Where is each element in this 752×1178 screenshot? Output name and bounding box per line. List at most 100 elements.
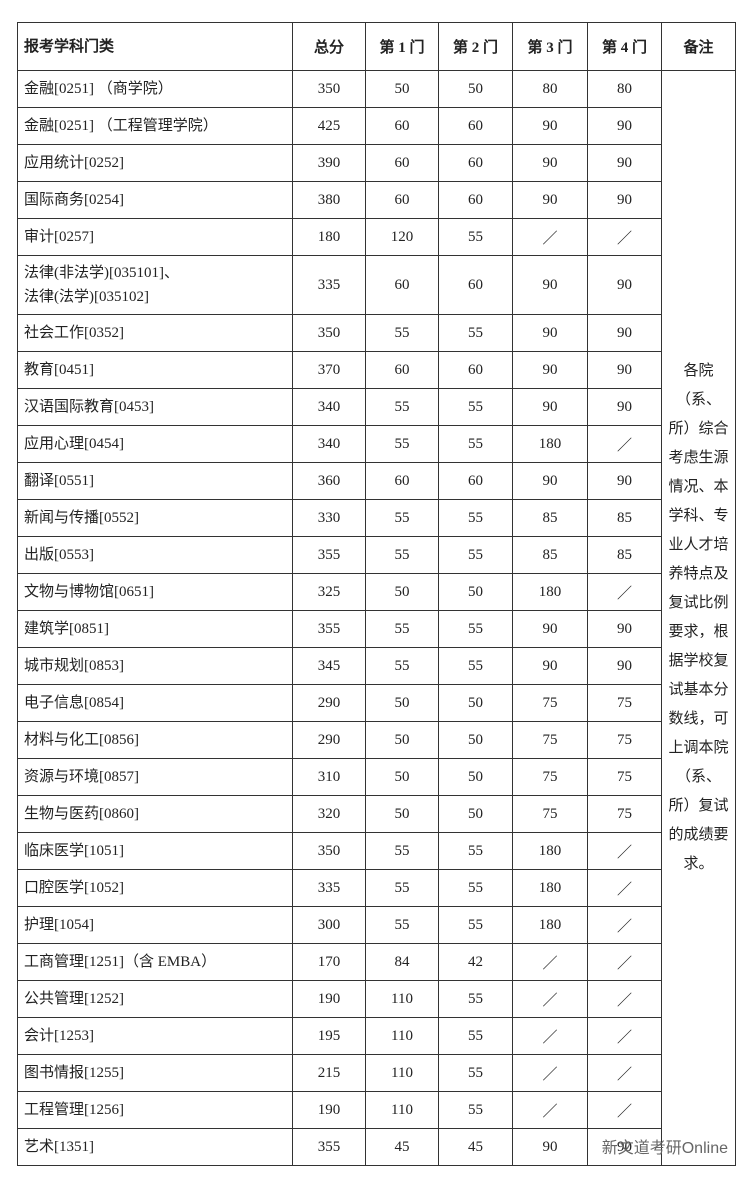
score-table: 报考学科门类 总分第 1 门第 2 门第 3 门第 4 门备注 金融[0251] … bbox=[17, 22, 736, 1166]
score-cell: 110 bbox=[365, 1017, 439, 1055]
score-cell: 45 bbox=[438, 1128, 513, 1166]
table-row: 口腔医学[1052] 335 55 55 180 ／ bbox=[17, 869, 736, 907]
table-row: 出版[0553] 355 55 55 85 85 bbox=[17, 536, 736, 574]
score-cell: 55 bbox=[365, 832, 439, 870]
subject-cell: 护理[1054] bbox=[17, 906, 293, 944]
score-cell: 50 bbox=[365, 70, 439, 108]
score-cell: 330 bbox=[292, 499, 366, 537]
subject-cell: 口腔医学[1052] bbox=[17, 869, 293, 907]
score-cell: ／ bbox=[512, 943, 588, 981]
table-row: 金融[0251] （工程管理学院） 425 60 60 90 90 bbox=[17, 107, 736, 145]
score-cell: 390 bbox=[292, 144, 366, 182]
table-row: 新闻与传播[0552] 330 55 55 85 85 bbox=[17, 499, 736, 537]
header-cell: 总分 bbox=[292, 22, 366, 71]
score-cell: ／ bbox=[587, 869, 662, 907]
score-cell: 55 bbox=[365, 536, 439, 574]
score-cell: 350 bbox=[292, 314, 366, 352]
score-cell: 90 bbox=[512, 144, 588, 182]
score-cell: 90 bbox=[587, 255, 662, 315]
table-row: 会计[1253] 195 110 55 ／／ bbox=[17, 1017, 736, 1055]
score-cell: 45 bbox=[365, 1128, 439, 1166]
score-cell: 50 bbox=[438, 721, 513, 759]
table-row: 应用心理[0454] 340 55 55 180 ／ bbox=[17, 425, 736, 463]
score-cell: 50 bbox=[365, 573, 439, 611]
score-cell: 310 bbox=[292, 758, 366, 796]
score-cell: 180 bbox=[512, 573, 588, 611]
score-cell: 75 bbox=[587, 758, 662, 796]
score-cell: 55 bbox=[365, 314, 439, 352]
score-cell: 180 bbox=[292, 218, 366, 256]
score-cell: 90 bbox=[587, 388, 662, 426]
score-cell: 75 bbox=[512, 758, 588, 796]
score-cell: 55 bbox=[438, 1017, 513, 1055]
score-cell: 290 bbox=[292, 721, 366, 759]
score-cell: 55 bbox=[365, 499, 439, 537]
score-cell: 60 bbox=[438, 181, 513, 219]
score-cell: 55 bbox=[438, 980, 513, 1018]
score-cell: 60 bbox=[438, 107, 513, 145]
score-cell: 110 bbox=[365, 1054, 439, 1092]
score-cell: 75 bbox=[512, 684, 588, 722]
score-cell: 50 bbox=[365, 795, 439, 833]
score-cell: 110 bbox=[365, 980, 439, 1018]
score-cell: ／ bbox=[587, 832, 662, 870]
table-row: 护理[1054] 300 55 55 180 ／ bbox=[17, 906, 736, 944]
score-cell: ／ bbox=[512, 1054, 588, 1092]
subject-cell: 文物与博物馆[0651] bbox=[17, 573, 293, 611]
score-cell: 60 bbox=[365, 255, 439, 315]
score-cell: 180 bbox=[512, 832, 588, 870]
table-body: 金融[0251] （商学院） 350 50 50 80 80 各院（系、所）综合考虑生源情况… bbox=[17, 70, 736, 1166]
score-cell: 90 bbox=[587, 647, 662, 685]
table-row: 工程管理[1256] 190 110 55 ／／ bbox=[17, 1091, 736, 1129]
score-cell: 325 bbox=[292, 573, 366, 611]
score-cell: 340 bbox=[292, 425, 366, 463]
table-row: 金融[0251] （商学院） 350 50 50 80 80 各院（系、所）综合考虑生源情况… bbox=[17, 70, 736, 1166]
score-cell: 55 bbox=[438, 536, 513, 574]
score-cell: 350 bbox=[292, 832, 366, 870]
table-row: 应用统计[0252] 390 60 60 90 90 bbox=[17, 144, 736, 182]
subject-cell: 审计[0257] bbox=[17, 218, 293, 256]
subject-cell: 临床医学[1051] bbox=[17, 832, 293, 870]
subject-cell: 建筑学[0851] bbox=[17, 610, 293, 648]
score-cell: 120 bbox=[365, 218, 439, 256]
score-cell: 90 bbox=[512, 255, 588, 315]
score-cell: 90 bbox=[512, 314, 588, 352]
score-cell: 85 bbox=[587, 499, 662, 537]
score-cell: 90 bbox=[587, 351, 662, 389]
score-cell: 60 bbox=[438, 144, 513, 182]
table-row: 审计[0257] 180 120 55 ／／ bbox=[17, 218, 736, 256]
score-cell: 355 bbox=[292, 536, 366, 574]
score-cell: 90 bbox=[512, 647, 588, 685]
score-cell: 90 bbox=[512, 462, 588, 500]
subject-cell: 金融[0251] （工程管理学院） bbox=[17, 107, 293, 145]
score-cell: 50 bbox=[438, 795, 513, 833]
score-cell: ／ bbox=[587, 573, 662, 611]
score-cell: 55 bbox=[438, 499, 513, 537]
score-cell: 75 bbox=[512, 795, 588, 833]
subject-cell: 金融[0251] （商学院） bbox=[17, 70, 293, 108]
score-cell: 370 bbox=[292, 351, 366, 389]
score-cell: 90 bbox=[512, 107, 588, 145]
score-cell: 75 bbox=[512, 721, 588, 759]
subject-cell: 工程管理[1256] bbox=[17, 1091, 293, 1129]
score-cell: 55 bbox=[438, 388, 513, 426]
score-cell: 190 bbox=[292, 980, 366, 1018]
score-cell: 350 bbox=[292, 70, 366, 108]
score-cell: 180 bbox=[512, 425, 588, 463]
score-cell: ／ bbox=[587, 425, 662, 463]
table-row: 建筑学[0851] 355 55 55 90 90 bbox=[17, 610, 736, 648]
table-row: 教育[0451] 370 60 60 90 90 bbox=[17, 351, 736, 389]
score-cell: 90 bbox=[587, 144, 662, 182]
score-cell: 55 bbox=[438, 832, 513, 870]
table-row: 法律(非法学)[035101]、 法律(法学)[035102] 335 60 60 90… bbox=[17, 255, 736, 315]
score-cell: 425 bbox=[292, 107, 366, 145]
subject-cell: 汉语国际教育[0453] bbox=[17, 388, 293, 426]
score-cell: 90 bbox=[587, 107, 662, 145]
score-cell: 75 bbox=[587, 721, 662, 759]
header-row: 报考学科门类 总分第 1 门第 2 门第 3 门第 4 门备注 bbox=[17, 22, 736, 71]
score-cell: 180 bbox=[512, 906, 588, 944]
score-cell: 55 bbox=[438, 906, 513, 944]
score-cell: ／ bbox=[587, 943, 662, 981]
subject-cell: 国际商务[0254] bbox=[17, 181, 293, 219]
